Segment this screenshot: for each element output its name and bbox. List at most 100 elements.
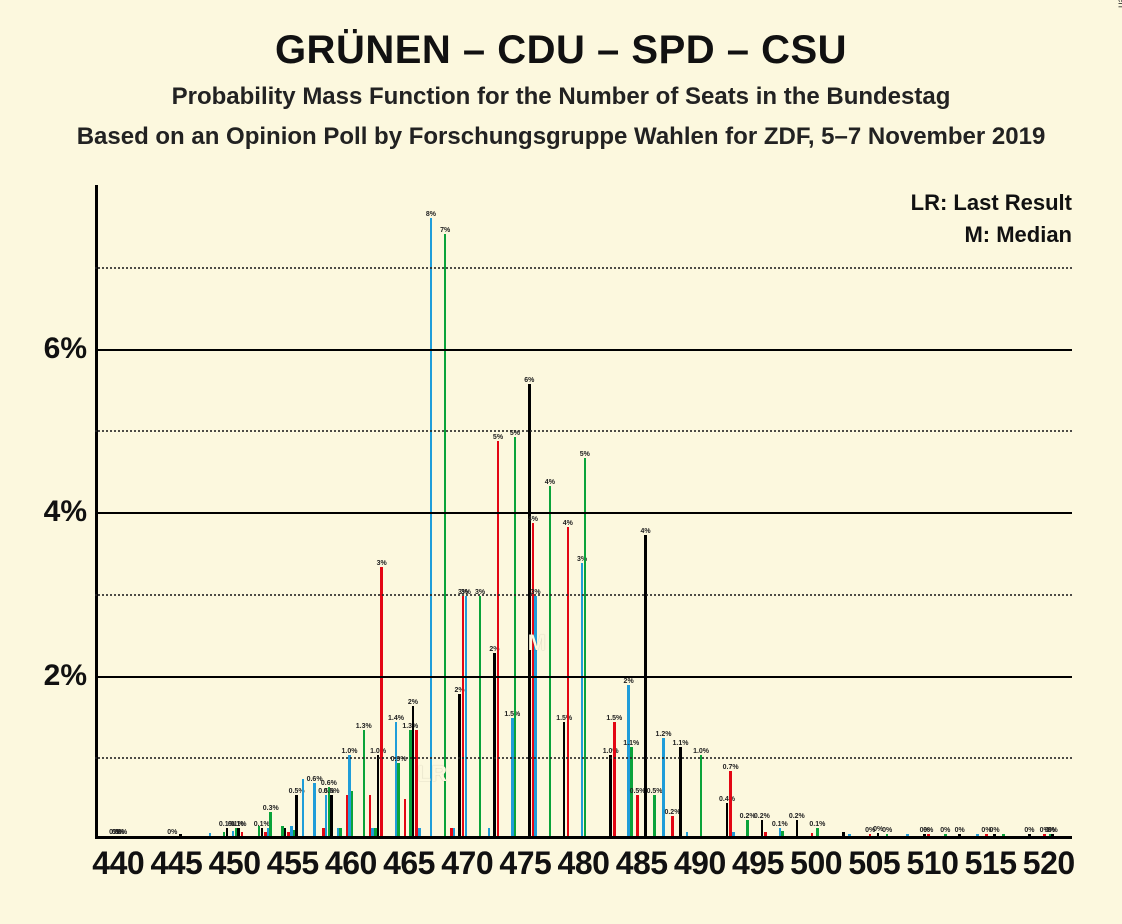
bar-green: 3% (479, 596, 482, 836)
bar-green: 0.3% (269, 812, 272, 836)
bar-black: 0% (1051, 834, 1054, 836)
y-tick-label: 2% (44, 659, 95, 693)
bar-value-label: 0% (882, 827, 892, 834)
bar-value-label: 4% (641, 528, 651, 535)
bar-red (764, 832, 767, 836)
bar-value-label: 1.5% (606, 715, 622, 722)
x-tick-label: 470 (441, 839, 493, 882)
bar-value-label: 4% (528, 516, 538, 523)
bar-value-label: 3% (377, 560, 387, 567)
bar-black: 6% (528, 384, 531, 836)
bar-green: 0% (886, 834, 889, 836)
bar-green: 1.3% (363, 730, 366, 836)
chart-subtitle: Probability Mass Function for the Number… (0, 83, 1122, 111)
bar-black: 1.0% (377, 755, 380, 836)
x-tick-label: 500 (790, 839, 842, 882)
bar-value-label: 0.1% (231, 821, 247, 828)
bar-black: 0.5% (330, 795, 333, 836)
bar-green: 0.9% (397, 763, 400, 836)
bar-red: 0.5% (636, 795, 639, 836)
bar-blue: 1.2% (662, 738, 665, 836)
bar-blue (976, 834, 979, 836)
bar-black: 0% (1028, 834, 1031, 836)
bar-value-label: 1.1% (673, 740, 689, 747)
x-tick-label: 475 (499, 839, 551, 882)
x-tick-label: 520 (1023, 839, 1075, 882)
bar-black: 2% (412, 706, 415, 836)
bar-value-label: 0.1% (254, 821, 270, 828)
x-tick-label: 510 (906, 839, 958, 882)
bar-black: 0% (993, 834, 996, 836)
bar-value-label: 0% (117, 829, 127, 836)
bar-value-label: 0.3% (263, 805, 279, 812)
bar-blue (686, 832, 689, 836)
bar-value-label: 1.4% (388, 715, 404, 722)
bar-green: 0.2% (746, 820, 749, 836)
bar-red: 0.7% (729, 771, 732, 836)
bar-value-label: 6% (524, 377, 534, 384)
annotation-m: M (528, 630, 546, 656)
bar-green (339, 828, 342, 836)
bar-value-label: 1.0% (370, 748, 386, 755)
bar-value-label: 5% (580, 451, 590, 458)
bar-black (179, 834, 182, 836)
bar-value-label: 1.2% (656, 731, 672, 738)
bar-value-label: 0% (923, 827, 933, 834)
bar-value-label: 1.0% (341, 748, 357, 755)
bar-red: 3% (380, 567, 383, 836)
bar-value-label: 0.7% (723, 764, 739, 771)
bar-black: 0.2% (761, 820, 764, 836)
x-tick-label: 450 (209, 839, 261, 882)
grid-minor (95, 267, 1072, 269)
grid-major (95, 512, 1072, 514)
bar-blue (488, 828, 491, 836)
bar-value-label: 0.2% (789, 813, 805, 820)
bar-black: 0% (958, 834, 961, 836)
grid-minor (95, 757, 1072, 759)
bar-red (241, 832, 244, 836)
chart-source: Based on an Opinion Poll by Forschungsgr… (0, 123, 1122, 151)
bar-blue (906, 834, 909, 836)
bar-black (842, 832, 845, 836)
bar-value-label: 0% (1048, 827, 1058, 834)
bar-red: 0% (1043, 834, 1046, 836)
grid-major (95, 349, 1072, 351)
bar-blue: 3% (465, 596, 468, 836)
bar-green: 1.0% (700, 755, 703, 836)
bar-black (284, 828, 287, 836)
bar-black: 1.5% (563, 722, 566, 836)
bar-blue: 8% (430, 218, 433, 836)
bar-value-label: 0% (940, 827, 950, 834)
bar-value-label: 0.5% (630, 788, 646, 795)
bar-blue: 0.6% (313, 783, 316, 836)
bar-red: 0% (869, 834, 872, 836)
bar-value-label: 0.5% (647, 788, 663, 795)
bar-black: 0% (877, 833, 880, 836)
bar-red: 4% (567, 527, 570, 836)
bar-blue (848, 834, 851, 836)
bar-value-label: 1.0% (603, 748, 619, 755)
bar-value-label: 1.1% (623, 740, 639, 747)
x-tick-label: 445 (150, 839, 202, 882)
x-tick-label: 460 (325, 839, 377, 882)
annotation-lr: LR (418, 761, 447, 787)
bar-black: 0.1% (237, 828, 240, 836)
bar-value-label: 0.2% (754, 813, 770, 820)
grid-minor (95, 430, 1072, 432)
bar-black: 2% (458, 694, 461, 836)
bar-value-label: 0.4% (719, 796, 735, 803)
x-tick-label: 485 (616, 839, 668, 882)
bar-value-label: 1.5% (504, 711, 520, 718)
y-tick-label: 6% (44, 332, 95, 366)
bar-green: 5% (584, 458, 587, 836)
bar-value-label: 0% (1024, 827, 1034, 834)
y-tick-label: 4% (44, 495, 95, 529)
bar-black: 0.1% (226, 828, 229, 836)
bar-value-label: 0% (167, 829, 177, 836)
x-tick-label: 515 (965, 839, 1017, 882)
x-tick-label: 465 (383, 839, 435, 882)
bar-value-label: 5% (493, 434, 503, 441)
bar-red: 5% (497, 441, 500, 836)
bar-green: 0.5% (653, 795, 656, 836)
chart-title: GRÜNEN – CDU – SPD – CSU (0, 28, 1122, 73)
